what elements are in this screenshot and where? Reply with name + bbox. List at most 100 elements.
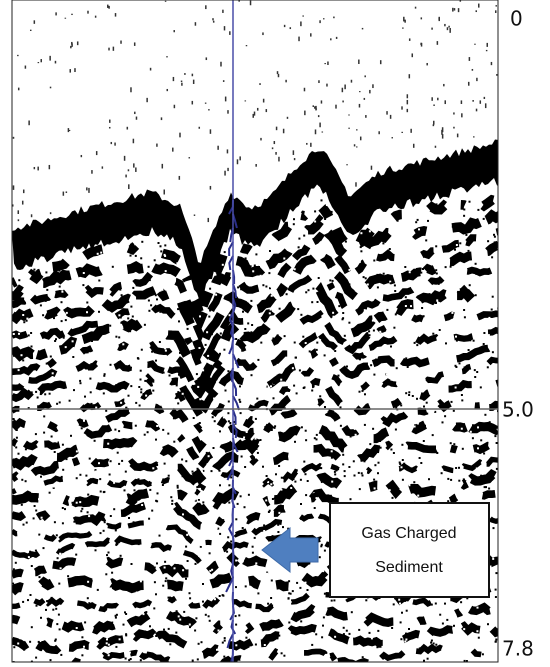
texture [246, 578, 249, 581]
texture [163, 628, 165, 631]
texture [389, 114, 392, 119]
texture [376, 286, 379, 289]
texture [265, 109, 268, 113]
texture [314, 385, 317, 388]
texture [329, 494, 332, 497]
texture [155, 593, 157, 596]
texture [392, 601, 394, 603]
texture [86, 301, 89, 304]
texture [457, 288, 460, 291]
texture [249, 646, 252, 649]
texture [370, 488, 373, 491]
texture [40, 616, 42, 619]
texture [115, 335, 118, 338]
texture [32, 534, 35, 537]
texture [342, 463, 345, 466]
texture [299, 478, 302, 481]
texture [167, 627, 170, 630]
texture [299, 586, 302, 589]
texture [110, 141, 113, 145]
texture [223, 655, 226, 658]
texture [422, 268, 424, 270]
texture [304, 299, 307, 301]
texture [219, 484, 221, 487]
texture [283, 24, 286, 28]
texture [320, 199, 323, 202]
texture [461, 113, 463, 118]
texture [409, 487, 412, 490]
texture [322, 616, 325, 619]
texture [85, 542, 88, 545]
texture [80, 427, 83, 430]
texture [339, 492, 342, 495]
texture [418, 228, 420, 231]
texture [74, 525, 77, 527]
texture [491, 351, 494, 354]
texture [314, 210, 317, 213]
texture [487, 240, 490, 243]
texture [431, 27, 433, 30]
texture [64, 508, 66, 511]
texture [68, 492, 71, 495]
texture [12, 194, 498, 333]
texture [449, 27, 451, 33]
texture [144, 512, 147, 515]
texture [260, 341, 263, 344]
texture [14, 561, 17, 564]
texture [394, 428, 397, 431]
texture [232, 381, 238, 397]
texture [269, 287, 271, 290]
texture [37, 334, 40, 337]
texture [353, 647, 356, 650]
texture [173, 104, 176, 109]
texture [390, 448, 393, 451]
texture [28, 623, 31, 626]
texture [405, 465, 408, 468]
texture [221, 298, 224, 301]
texture [268, 272, 271, 275]
texture [42, 504, 45, 507]
texture [438, 357, 441, 360]
texture [364, 348, 367, 351]
texture [380, 480, 383, 483]
texture [459, 242, 462, 245]
texture [144, 611, 146, 614]
texture [124, 343, 127, 346]
texture [391, 137, 393, 139]
texture [253, 111, 256, 116]
texture [301, 657, 304, 660]
texture [55, 440, 58, 443]
texture [156, 425, 159, 427]
texture [390, 378, 393, 381]
texture [134, 243, 137, 246]
texture [181, 458, 184, 461]
texture [291, 306, 294, 309]
texture [123, 155, 126, 161]
texture [395, 406, 398, 409]
texture [324, 331, 327, 334]
texture [75, 297, 78, 300]
texture [441, 134, 444, 139]
texture [329, 265, 332, 268]
texture [84, 545, 87, 548]
texture [455, 467, 458, 469]
texture [277, 531, 280, 533]
texture [200, 641, 203, 644]
texture [27, 407, 30, 410]
texture [26, 463, 28, 466]
texture [127, 366, 130, 369]
texture [103, 366, 106, 369]
texture [476, 609, 479, 612]
texture [377, 621, 380, 624]
texture [403, 462, 406, 465]
texture [176, 486, 179, 489]
texture [312, 287, 315, 290]
texture [243, 568, 246, 571]
texture [293, 336, 296, 339]
texture [217, 629, 220, 632]
texture [337, 374, 340, 377]
texture [96, 343, 98, 345]
texture [300, 638, 303, 641]
texture [269, 250, 271, 252]
